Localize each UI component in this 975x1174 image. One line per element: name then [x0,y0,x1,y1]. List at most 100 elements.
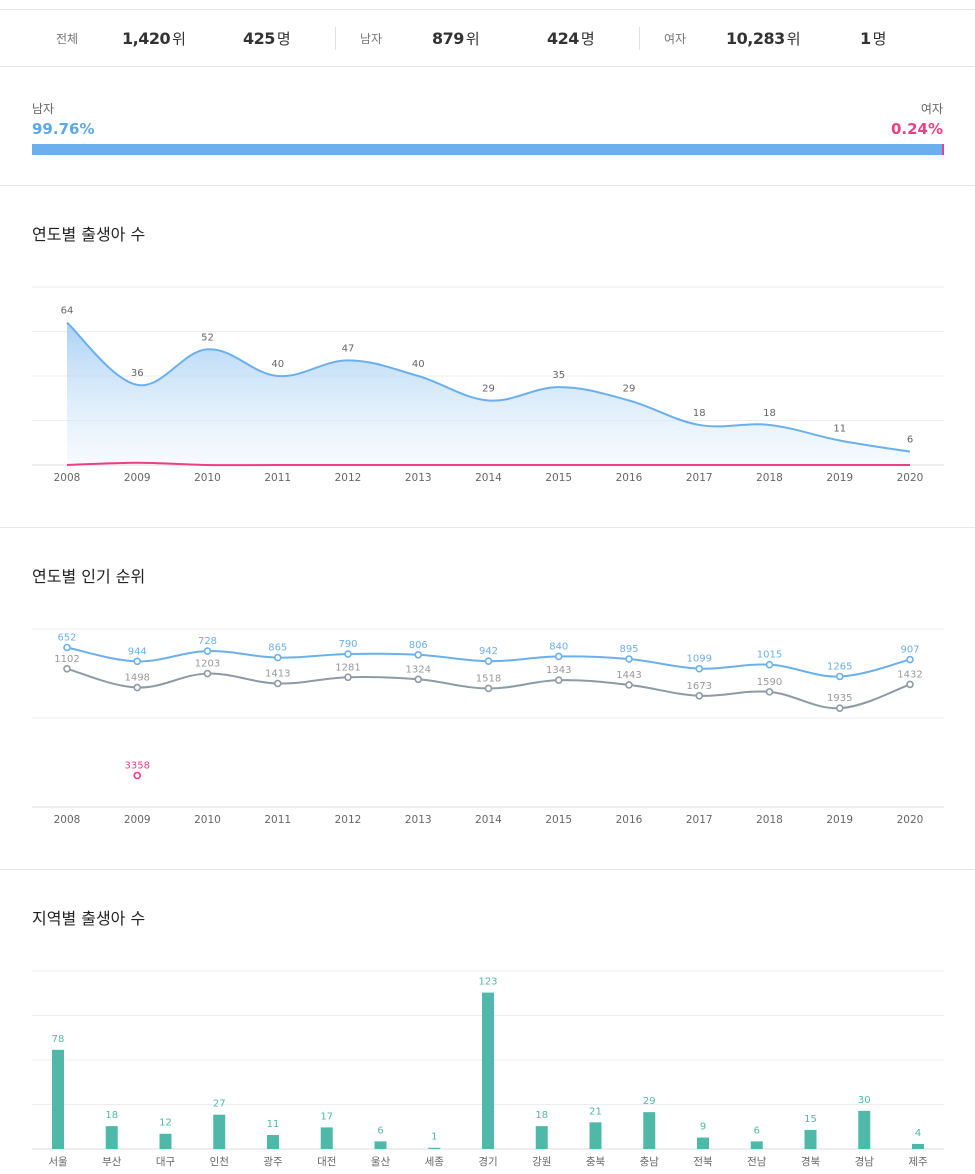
rank-male-point [133,657,142,666]
data-label: 11 [267,1119,280,1130]
rank-male-point [273,653,282,662]
x-tick-label: 충북 [586,1156,606,1168]
data-label: 4 [915,1128,921,1139]
data-label: 6 [377,1125,383,1136]
rank-by-year-section: 연도별 인기 순위 652 944 728 865 790 806 942 840 895 109… [0,528,975,870]
data-label: 1099 [687,654,712,665]
section-title: 지역별 출생아 수 [32,909,146,928]
x-tick-label: 대구 [156,1156,176,1168]
x-tick-label: 2008 [54,814,81,826]
region-bar [482,992,494,1149]
data-label: 1518 [476,673,501,684]
x-tick-label: 2020 [897,814,924,826]
section-title: 연도별 출생아 수 [32,225,146,244]
stat-total-rank: 1,420 위 [122,10,186,67]
data-label: 840 [549,641,568,652]
data-label: 942 [479,646,498,657]
region-bar [912,1143,924,1149]
births-by-year-chart: 64 36 52 40 47 40 29 35 29 18 18 11 6 2008 2009 2010 201… [32,286,944,484]
stat-male-rank-value: 879 [432,29,464,48]
data-label: 1432 [897,669,922,680]
rank-total-point [835,704,844,712]
stat-female-rank-unit: 위 [786,30,801,48]
rank-male-point [625,655,633,663]
data-label: 1 [431,1132,437,1143]
data-label: 30 [858,1095,871,1106]
data-label: 18 [763,408,776,419]
x-tick-label: 2015 [545,472,572,484]
data-label: 3358 [125,760,150,771]
stat-total-count-value: 425 [243,29,275,48]
births-by-region-section: 지역별 출생아 수 78 서울 18 부산 12 대구 27 인천 11 광주 17 대전 6 울산 1 세종… [0,870,975,1174]
rank-male-point [835,672,844,681]
rank-male-point [765,660,774,669]
x-tick-label: 2020 [897,472,924,484]
region-bar [589,1122,602,1149]
region-bar [804,1129,817,1149]
rank-male-point [554,652,563,661]
stat-male-rank: 879 위 [432,10,480,67]
data-label: 1281 [335,662,360,673]
rank-total-point [554,676,563,684]
data-label: 1203 [195,659,220,670]
stat-male-count-unit: 명 [580,30,595,48]
rank-total-point [625,681,633,689]
stat-male-count-value: 424 [547,29,579,48]
x-tick-label: 2011 [264,814,291,826]
x-tick-label: 경북 [801,1155,821,1168]
data-label: 21 [589,1106,602,1117]
gender-ratio: 남자 99.76% 여자 0.24% [0,67,975,186]
x-tick-label: 경기 [478,1155,497,1168]
stat-female-rank: 10,283 위 [726,10,801,67]
region-bar [643,1112,656,1149]
x-tick-label: 2019 [826,472,853,484]
stat-female-rank-value: 10,283 [726,29,785,48]
x-tick-label: 2012 [335,814,362,826]
x-tick-label: 제주 [908,1156,928,1168]
data-label: 1590 [757,677,782,688]
stat-male-label-wrap: 남자 [360,10,382,67]
rank-male-point [906,655,914,664]
stat-divider [335,27,336,50]
x-tick-label: 2018 [756,814,783,826]
stat-total-rank-value: 1,420 [122,29,171,48]
rank-total-point [133,683,142,692]
stat-female-count-unit: 명 [872,30,887,48]
x-tick-label: 세종 [425,1156,445,1168]
data-label: 40 [271,359,284,370]
x-tick-label: 부산 [102,1156,122,1168]
x-tick-label: 서울 [48,1156,68,1168]
stat-male-rank-unit: 위 [465,30,480,48]
data-label: 35 [552,370,565,381]
x-tick-label: 인천 [210,1156,229,1168]
data-label: 17 [320,1111,333,1122]
x-tick-label: 2010 [194,814,221,826]
x-tick-label: 울산 [371,1156,391,1168]
data-label: 1498 [125,673,150,684]
x-tick-label: 2012 [335,472,362,484]
x-tick-label: 2013 [405,472,432,484]
data-label: 123 [478,977,497,988]
x-tick-label: 2010 [194,472,221,484]
x-tick-label: 2009 [124,472,151,484]
stat-divider [639,27,640,50]
data-label: 6 [907,435,913,446]
births-female-line [66,461,910,467]
data-label: 12 [159,1118,172,1129]
x-tick-label: 2008 [54,472,81,484]
stats-bar: 전체 1,420 위 425 명 남자 879 위 424 명 여자 10,28… [0,10,975,67]
data-label: 29 [482,383,495,394]
data-label: 806 [409,640,428,651]
rank-male-point [344,650,352,658]
rank-male-point [203,647,212,655]
region-bar [535,1126,548,1149]
x-tick-label: 2013 [405,814,432,826]
data-label: 1935 [827,693,852,704]
data-label: 652 [57,633,76,644]
stat-total-rank-unit: 위 [172,30,186,48]
data-label: 11 [833,424,846,435]
data-label: 6 [754,1125,760,1136]
data-label: 1673 [687,681,712,692]
x-tick-label: 2009 [124,814,151,826]
x-tick-label: 2015 [545,814,572,826]
